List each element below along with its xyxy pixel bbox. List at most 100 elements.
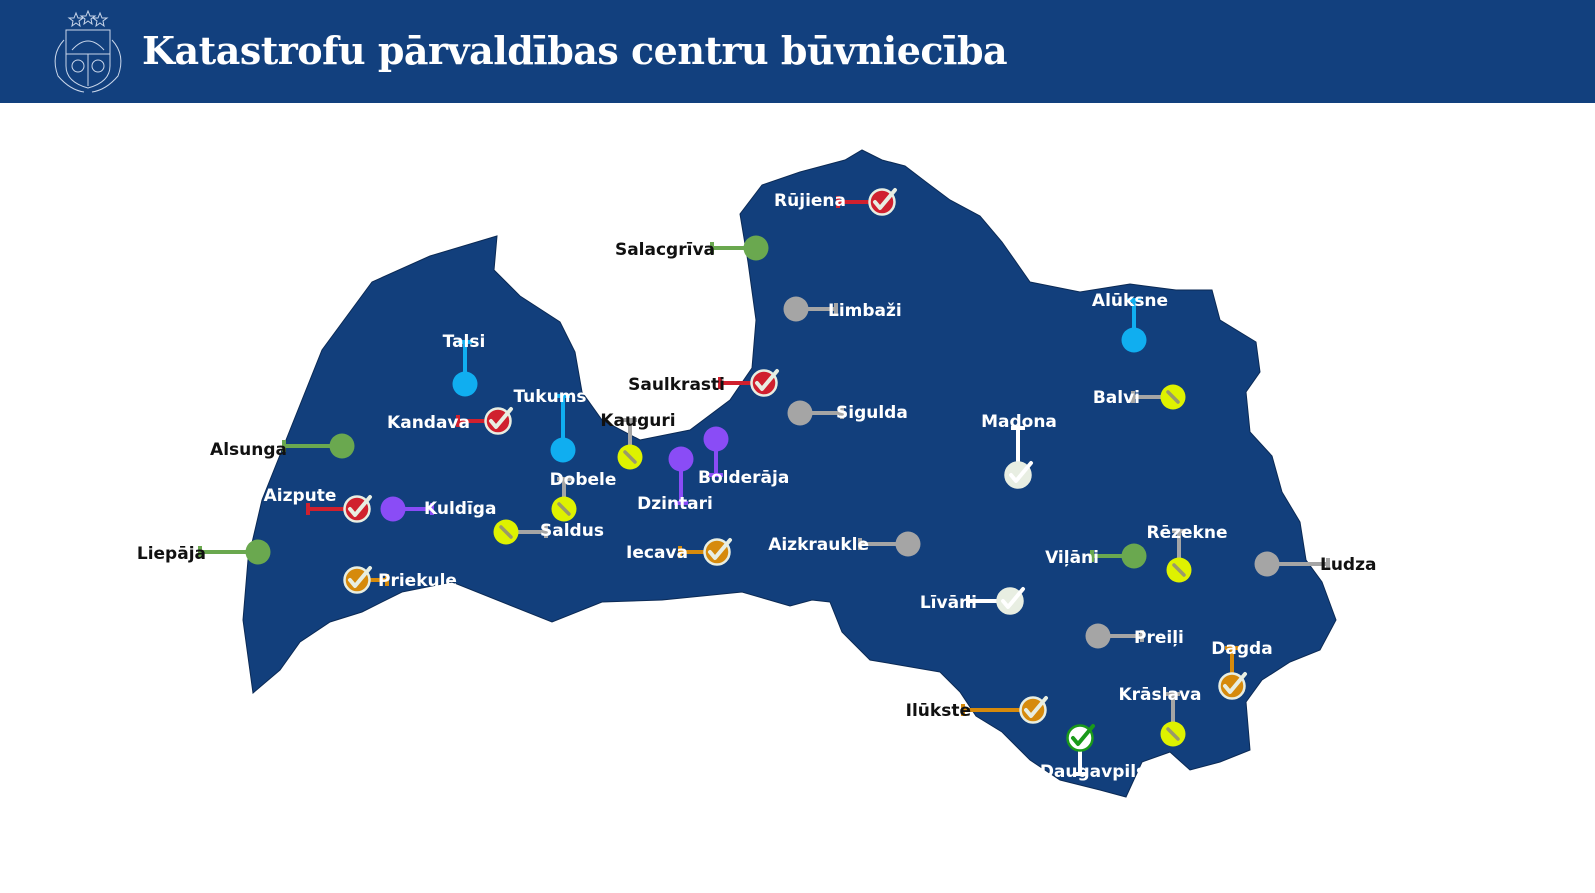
location-label: Kauguri [600,411,675,431]
location-label: Dobele [550,470,617,490]
location-marker[interactable]: Dobele [550,470,617,522]
status-circle [1121,327,1147,353]
location-label: Preiļi [1134,628,1184,648]
location-label: Salacgrīva [615,240,715,260]
check-icon [873,188,897,210]
location-label: Kuldīga [424,499,496,519]
pencil-icon [1166,727,1180,741]
header: Katastrofu pārvaldības centru būvniecība [0,0,1595,103]
status-circle [380,496,406,522]
location-label: Iecava [626,543,688,563]
location-label: Balvi [1093,388,1140,408]
location-label: Rēzekne [1147,523,1228,543]
status-circle [452,371,478,397]
location-marker[interactable]: Ilūkste [906,696,1048,724]
location-label: Tukums [513,387,586,407]
status-circle [668,446,694,472]
location-label: Aizpute [264,486,337,506]
location-marker[interactable]: Ludza [1254,551,1377,577]
location-marker[interactable]: Daugavpils [1040,724,1146,783]
location-marker[interactable]: Kandava [387,407,513,435]
location-label: Aizkraukle [768,535,869,555]
location-label: Alsunga [210,440,287,460]
location-label: Liepāja [137,544,206,564]
status-circle [329,433,355,459]
location-label: Rūjiena [774,191,846,211]
location-label: Priekule [378,571,457,591]
location-label: Daugavpils [1040,762,1146,782]
location-marker[interactable]: Kuldīga [380,496,497,522]
check-icon [1001,587,1025,609]
coat-of-arms-icon [54,10,122,93]
location-label: Alūksne [1092,291,1168,311]
location-marker[interactable]: Alūksne [1092,291,1168,353]
location-label: Bolderāja [698,468,789,488]
location-marker[interactable]: Krāslava [1119,685,1202,747]
check-icon [1071,724,1095,746]
pencil-icon [1172,563,1186,577]
location-marker[interactable]: Balvi [1093,384,1186,410]
status-circle [550,437,576,463]
check-icon [348,566,372,588]
check-icon [708,538,732,560]
status-circle [1121,543,1147,569]
location-label: Līvāni [920,593,977,613]
check-icon [348,495,372,517]
location-marker[interactable]: Iecava [626,538,732,566]
location-marker[interactable]: Saldus [493,519,604,545]
location-label: Talsi [443,332,486,352]
location-label: Saldus [540,521,604,541]
location-marker[interactable]: Viļāni [1045,543,1147,569]
location-marker[interactable]: Aizkraukle [768,531,921,557]
location-marker[interactable]: Rūjiena [774,188,897,216]
location-label: Krāslava [1119,685,1202,705]
pencil-icon [557,502,571,516]
location-marker[interactable]: Sigulda [787,400,908,426]
status-circle [783,296,809,322]
check-icon [489,407,513,429]
check-icon [755,369,779,391]
location-label: Dagda [1211,639,1272,659]
location-marker[interactable]: Tukums [513,387,587,463]
location-marker[interactable]: Dagda [1211,639,1273,700]
pencil-icon [623,450,637,464]
check-icon [1009,461,1033,483]
location-marker[interactable]: Preiļi [1085,623,1184,649]
location-label: Limbaži [828,301,902,321]
location-marker[interactable]: Aizpute [264,486,372,523]
location-label: Ludza [1320,555,1376,575]
location-label: Viļāni [1045,548,1099,568]
location-label: Dzintari [637,494,713,514]
location-marker[interactable]: Limbaži [783,296,902,322]
location-label: Saulkrasti [628,375,725,395]
status-circle [895,531,921,557]
location-marker[interactable]: Madona [981,412,1057,489]
check-icon [1223,672,1247,694]
location-marker[interactable]: Dzintari [637,446,713,515]
location-marker[interactable]: Talsi [443,332,486,397]
location-marker[interactable]: Līvāni [920,587,1025,615]
location-marker[interactable]: Kauguri [600,411,676,470]
location-label: Kandava [387,413,470,433]
status-circle [1254,551,1280,577]
check-icon [1024,696,1048,718]
latvia-outline [242,149,1337,798]
status-circle [743,235,769,261]
location-marker[interactable]: Bolderāja [698,426,789,489]
location-label: Ilūkste [906,701,971,721]
location-marker[interactable]: Priekule [343,566,457,594]
pencil-icon [499,525,513,539]
latvia-map: Rūjiena Salacgrīva Limbaži Alūksne Talsi Saul… [137,149,1377,798]
status-circle [787,400,813,426]
location-marker[interactable]: Salacgrīva [615,235,769,261]
page-title: Katastrofu pārvaldības centru būvniecība [142,28,1008,73]
status-circle [1085,623,1111,649]
location-marker[interactable]: Rēzekne [1147,523,1228,583]
location-marker[interactable]: Alsunga [210,433,355,461]
pencil-icon [1166,390,1180,404]
location-label: Sigulda [836,403,908,423]
status-circle [245,539,271,565]
location-label: Madona [981,412,1057,432]
location-marker[interactable]: Saulkrasti [628,369,779,397]
location-marker[interactable]: Liepāja [137,539,271,565]
